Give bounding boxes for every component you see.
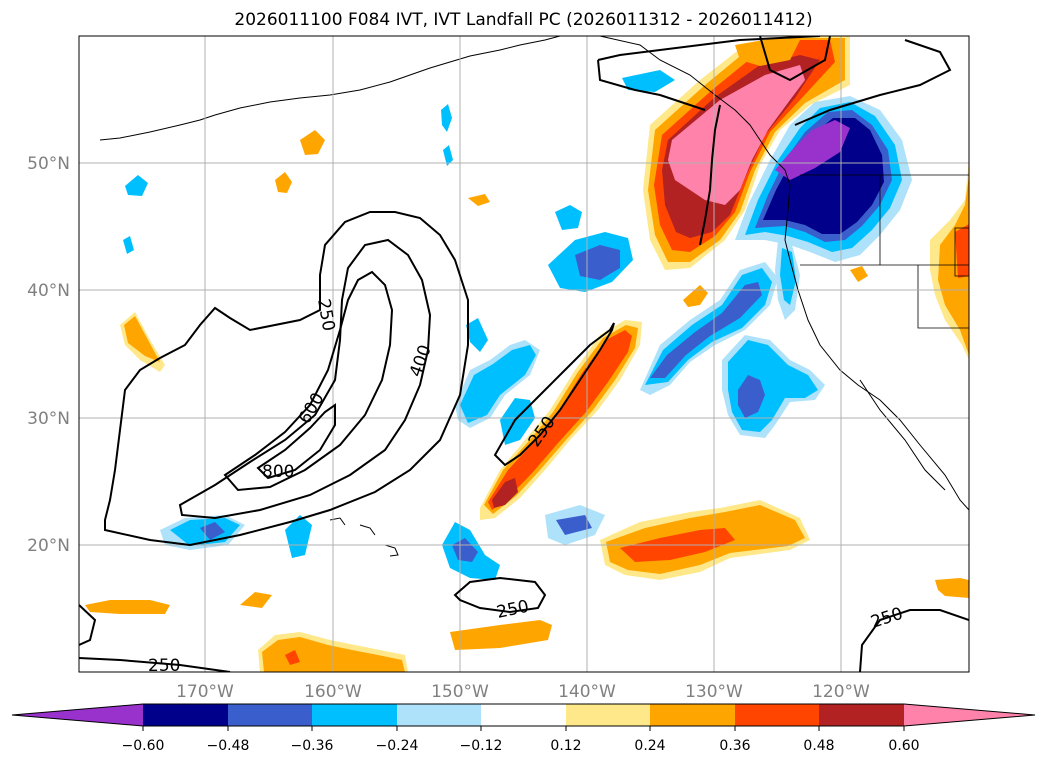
ivt-contour-pnw [597, 36, 952, 246]
ivt-contour-400 [178, 238, 432, 520]
colorbar-segment [904, 704, 1035, 726]
lat-label: 50°N [27, 154, 70, 174]
pos-patch-sw-1o [124, 316, 160, 362]
pos-patch-mid-4 [275, 172, 292, 193]
neg-blob-n1 [125, 175, 148, 196]
colorbar-tick-label: 0.48 [803, 738, 834, 754]
neg-patch-baja-blue [738, 375, 765, 418]
lon-label: 140°W [558, 682, 616, 702]
ivt-contour-250-se [859, 609, 969, 672]
colorbar-tick-label: −0.12 [460, 738, 503, 754]
pos-patch-bot-1r [285, 650, 300, 665]
map-frame [78, 35, 970, 673]
colorbar-tick-label: 0.24 [634, 738, 665, 754]
latitude-labels: 50°N 40°N 30°N 20°N [27, 154, 70, 556]
colorbar [11, 703, 1036, 731]
neg-blob-n2 [123, 236, 134, 254]
hawaii-3 [384, 544, 399, 557]
colorbar-segment [481, 704, 566, 726]
ivt-contour-250-s [453, 576, 547, 614]
aleutians [99, 114, 216, 141]
coast-band-cyan [780, 248, 796, 305]
lon-label: 170°W [176, 682, 234, 702]
neg-blob-n5 [466, 318, 488, 352]
colorbar-segment [566, 704, 650, 726]
baja-coast [859, 379, 946, 491]
neg-patch-small-1 [555, 205, 582, 230]
map-title: 2026011100 F084 IVT, IVT Landfall PC (20… [234, 10, 813, 30]
pos-patch-e-2r [955, 224, 969, 278]
lon-label: 160°W [304, 682, 362, 702]
colorbar-segment [143, 704, 228, 726]
colorbar-tick-label: 0.12 [550, 738, 581, 754]
colorbar-segment [312, 704, 397, 726]
colorbar-tick-labels: −0.60 −0.48 −0.36 −0.24 −0.12 0.12 0.24 … [122, 738, 920, 754]
coastlines [99, 36, 969, 557]
neg-patch-sw-2 [285, 515, 312, 558]
neg-streak-1-blue [650, 282, 762, 378]
contour-label-800: 800 [262, 462, 294, 482]
ivt-contours [79, 36, 969, 672]
ivt-contour-600 [223, 270, 394, 492]
lon-label: 150°W [431, 682, 489, 702]
colorbar-segment [228, 704, 312, 726]
colorbar-segment [397, 704, 481, 726]
state-borders [800, 174, 969, 329]
colorbar-tick-label: −0.36 [291, 738, 334, 754]
neg-patch-sw-1-blue [200, 522, 225, 540]
neg-patch-s-2-blue [556, 515, 592, 535]
lon-label: 120°W [812, 682, 870, 702]
pos-streak-red [488, 330, 632, 510]
lat-label: 40°N [27, 281, 70, 301]
pos-patch-w1 [85, 600, 170, 614]
alaska-blue-patch [622, 70, 675, 92]
colorbar-tick-label: −0.48 [207, 738, 250, 754]
colorbar-segment [819, 704, 904, 726]
ivt-contour-250-main [104, 211, 469, 547]
contour-label-250-sw: 250 [148, 656, 180, 676]
bc-coast [784, 169, 969, 511]
neg-patch-mid-1-cyan [460, 345, 536, 423]
map-area: 250 400 600 800 250 250 250 250 [79, 36, 969, 676]
neg-blob-n3 [441, 104, 452, 132]
lat-label: 30°N [27, 409, 70, 429]
pos-streak-darkred [492, 478, 518, 508]
colorbar-tick-label: 0.36 [719, 738, 750, 754]
hawaii-2 [359, 524, 376, 536]
neg-blob-n4 [443, 145, 453, 166]
lon-label: 130°W [685, 682, 743, 702]
colorbar-segment [650, 704, 735, 726]
longitude-labels: 170°W 160°W 150°W 140°W 130°W 120°W [176, 682, 870, 702]
neg-patch-s-1-blue [452, 538, 478, 562]
neg-patch-ca-blue [575, 245, 620, 280]
west-coast-neg-purple [775, 120, 850, 180]
colorbar-segment [735, 704, 819, 726]
ivt-contour-800 [256, 403, 336, 480]
pnw-top-orange [735, 38, 800, 66]
alaska-coast [214, 36, 786, 171]
colorbar-segment [12, 704, 143, 726]
pos-patch-bot-2 [450, 620, 552, 650]
ivt-contour-250-streak [493, 322, 615, 467]
ivt-contour-250-sw [79, 604, 231, 672]
colorbar-tick-label: 0.60 [888, 738, 919, 754]
west-coast-neg-navy [763, 118, 884, 234]
colorbar-tick-label: −0.24 [376, 738, 419, 754]
pos-patch-mid-3 [300, 130, 325, 155]
pos-patch-mid-5 [850, 266, 868, 282]
pos-patch-e-1 [935, 578, 969, 598]
pos-patch-mid-2 [468, 194, 490, 206]
lat-label: 20°N [27, 536, 70, 556]
colorbar-tick-label: −0.60 [122, 738, 165, 754]
pnw-plume-pink [668, 65, 805, 205]
pos-patch-w2 [240, 592, 272, 608]
